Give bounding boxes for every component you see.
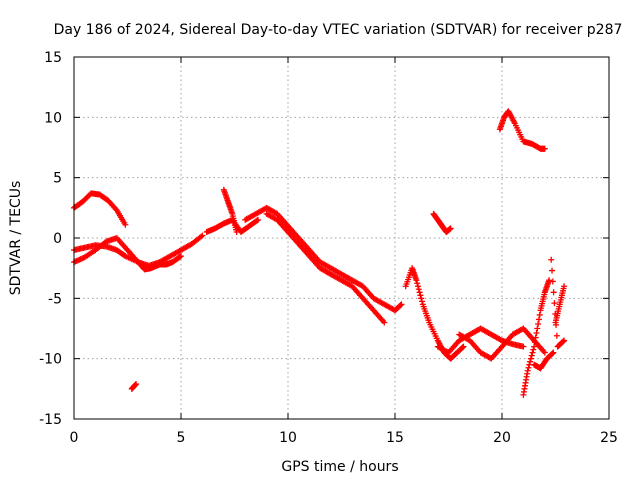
- data-point: [535, 316, 542, 323]
- series-arc-j: [430, 210, 454, 235]
- data-point: [418, 295, 425, 302]
- y-tick-label: -5: [48, 291, 62, 307]
- data-point: [415, 286, 422, 293]
- data-point: [550, 289, 557, 296]
- series-arc-h: [263, 210, 388, 326]
- y-tick-label: -15: [39, 412, 62, 428]
- data-point: [546, 277, 553, 284]
- data-point: [198, 233, 205, 240]
- data-point: [415, 283, 422, 290]
- data-points: [71, 108, 568, 398]
- ticks-layer: 0 5 10 15 20 25 -15 -10 -5 0 5 10 15: [39, 50, 618, 446]
- data-point: [381, 319, 388, 326]
- data-point: [447, 225, 454, 232]
- data-point: [524, 367, 531, 374]
- y-tick-label: 15: [44, 50, 62, 66]
- data-point: [417, 292, 424, 299]
- series-arc-a: [71, 190, 129, 228]
- data-point: [551, 300, 558, 307]
- y-axis-label: SDTVAR / TECUs: [8, 181, 24, 296]
- data-point: [561, 337, 568, 344]
- chart-title: Day 186 of 2024, Sidereal Day-to-day VTE…: [54, 22, 623, 38]
- data-point: [233, 228, 240, 235]
- data-point: [561, 283, 568, 290]
- data-point: [398, 301, 405, 308]
- data-point: [486, 354, 493, 361]
- data-point: [255, 216, 262, 223]
- series-arc-g: [242, 204, 405, 314]
- data-point: [528, 352, 535, 359]
- series-arc-q: [548, 256, 568, 350]
- data-point: [497, 336, 504, 343]
- data-point: [253, 217, 260, 224]
- data-point: [416, 289, 423, 296]
- data-point: [541, 349, 548, 356]
- x-tick-label: 15: [386, 430, 404, 446]
- data-point: [560, 338, 567, 345]
- data-point: [414, 280, 421, 287]
- series-arc-m: [496, 108, 548, 152]
- data-point: [530, 346, 537, 353]
- x-tick-label: 5: [177, 430, 186, 446]
- data-point: [397, 302, 404, 309]
- data-point: [533, 330, 540, 337]
- data-point: [531, 343, 538, 350]
- x-tick-label: 0: [70, 430, 79, 446]
- data-point: [552, 311, 559, 318]
- y-tick-label: -10: [39, 352, 62, 368]
- data-point: [459, 344, 466, 351]
- data-point: [548, 256, 555, 263]
- data-point: [536, 311, 543, 318]
- grid-layer: [74, 57, 609, 419]
- data-point: [133, 381, 140, 388]
- series-arc-k: [434, 325, 527, 356]
- x-tick-label: 10: [279, 430, 297, 446]
- data-point: [178, 253, 184, 260]
- data-point: [413, 277, 420, 284]
- data-point: [550, 349, 557, 356]
- series-arc-l: [456, 325, 548, 362]
- series-arc-e: [203, 216, 262, 235]
- y-tick-label: 10: [44, 110, 62, 126]
- y-tick-label: 0: [53, 231, 62, 247]
- series-arc-i: [402, 265, 467, 362]
- data-point: [520, 343, 527, 350]
- data-point: [527, 358, 534, 365]
- data-point: [444, 348, 451, 355]
- series-arc-o: [531, 349, 557, 372]
- x-tick-label: 25: [600, 430, 618, 446]
- series-arc-d: [128, 381, 140, 392]
- x-axis-label: GPS time / hours: [281, 459, 398, 475]
- series-arc-n: [520, 277, 553, 398]
- x-tick-label: 20: [493, 430, 511, 446]
- data-point: [535, 320, 542, 327]
- data-point: [532, 334, 539, 341]
- data-point: [519, 326, 526, 333]
- data-point: [553, 332, 560, 339]
- data-point: [176, 253, 183, 260]
- y-tick-label: 5: [53, 171, 62, 187]
- series-arc-f: [220, 186, 240, 235]
- data-point: [549, 278, 556, 285]
- data-point: [549, 350, 556, 357]
- data-point: [529, 349, 536, 356]
- series-arc-c: [71, 235, 184, 273]
- data-point: [553, 321, 560, 328]
- data-point: [549, 267, 556, 274]
- data-point: [419, 298, 426, 305]
- data-point: [531, 339, 538, 346]
- data-point: [527, 355, 534, 362]
- data-point: [541, 145, 548, 152]
- data-point: [525, 364, 532, 371]
- data-point: [460, 343, 467, 350]
- data-point: [112, 206, 119, 213]
- data-point: [122, 221, 129, 228]
- data-point: [534, 325, 541, 332]
- data-point: [199, 232, 206, 239]
